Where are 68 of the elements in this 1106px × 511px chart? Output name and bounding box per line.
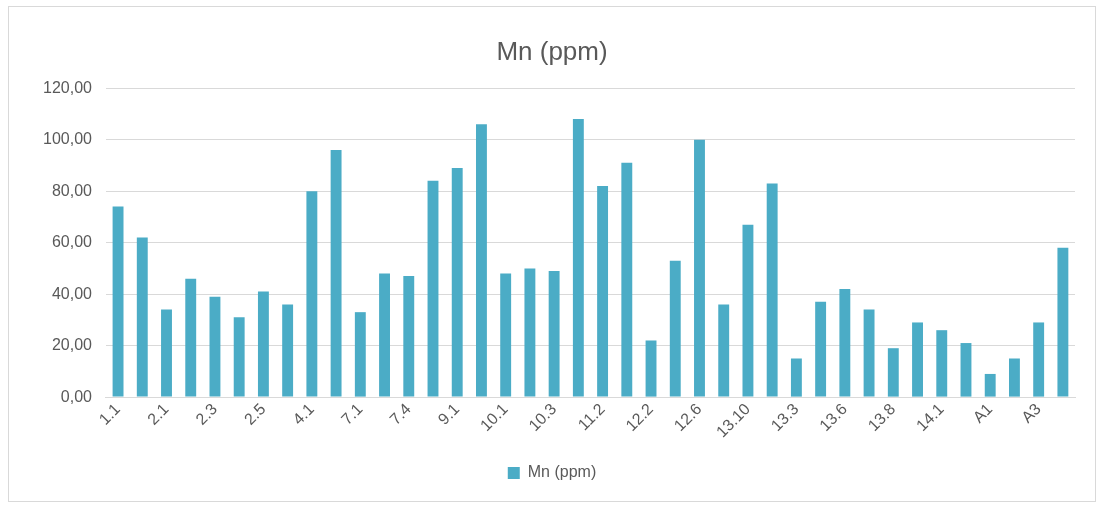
x-tick-label: A3 [1018,400,1044,426]
bar [597,186,609,397]
x-tick-label: 9.1 [434,400,463,428]
x-tick-label: A1 [969,400,996,426]
bar [669,260,681,397]
x-tick-label: 13.8 [864,400,899,435]
chart-title: Mn (ppm) [496,35,608,66]
legend-label: Mn (ppm) [527,463,597,481]
x-tick-label: 2.3 [192,400,221,428]
bar [694,139,705,397]
bar [1057,247,1069,397]
y-tick-label: 80,00 [51,181,93,199]
bar [863,309,875,397]
x-tick-label: 4.1 [289,400,318,428]
bar [960,343,972,397]
bar [766,183,778,397]
y-tick-label: 120,00 [43,78,93,96]
bar [161,309,172,397]
bar [718,304,730,397]
bar [354,312,366,397]
bar [1008,358,1020,397]
x-tick-label: 10.1 [476,400,511,435]
bar [136,237,148,397]
y-tick-label: 100,00 [43,130,93,148]
bar [1033,322,1045,397]
bar [887,348,899,397]
bar [379,273,390,397]
bar [233,317,245,397]
y-tick-label: 40,00 [51,284,93,302]
x-tick-label: 7.1 [337,400,366,428]
bar [500,273,512,397]
bar [572,119,584,397]
bar [306,191,318,397]
y-tick-label: 20,00 [51,336,93,354]
bar [790,358,802,397]
bar [839,288,851,397]
bar [185,278,197,397]
bar [815,301,827,397]
bar [427,180,439,397]
bar [742,224,754,397]
bar [476,124,487,397]
bar [330,149,342,397]
x-tick-label: 2.5 [240,400,269,428]
bar [451,168,463,397]
x-tick-label: 11.2 [574,400,608,434]
x-tick-label: 12.6 [670,400,705,435]
x-tick-label: 7.4 [386,400,415,428]
y-tick-label: 60,00 [51,233,93,251]
bar [912,322,923,397]
x-tick-label: 13.6 [816,400,851,435]
bar [209,296,221,397]
bar [645,340,657,397]
y-tick-label: 0,00 [60,387,93,405]
x-tick-label: 14.1 [912,400,948,435]
bar [524,268,536,397]
x-tick-label: 12.2 [622,400,657,435]
x-tick-label: 10.3 [525,400,560,435]
x-tick-label: 1.1 [95,400,124,428]
bar [621,162,633,397]
bar [282,304,294,397]
bar [112,206,124,397]
bar [936,330,948,397]
bar [403,276,415,397]
x-tick-label: 2.1 [143,400,172,428]
bar [548,270,560,397]
bar [984,373,996,397]
bar [257,291,269,397]
x-tick-label: 13.3 [767,400,802,435]
